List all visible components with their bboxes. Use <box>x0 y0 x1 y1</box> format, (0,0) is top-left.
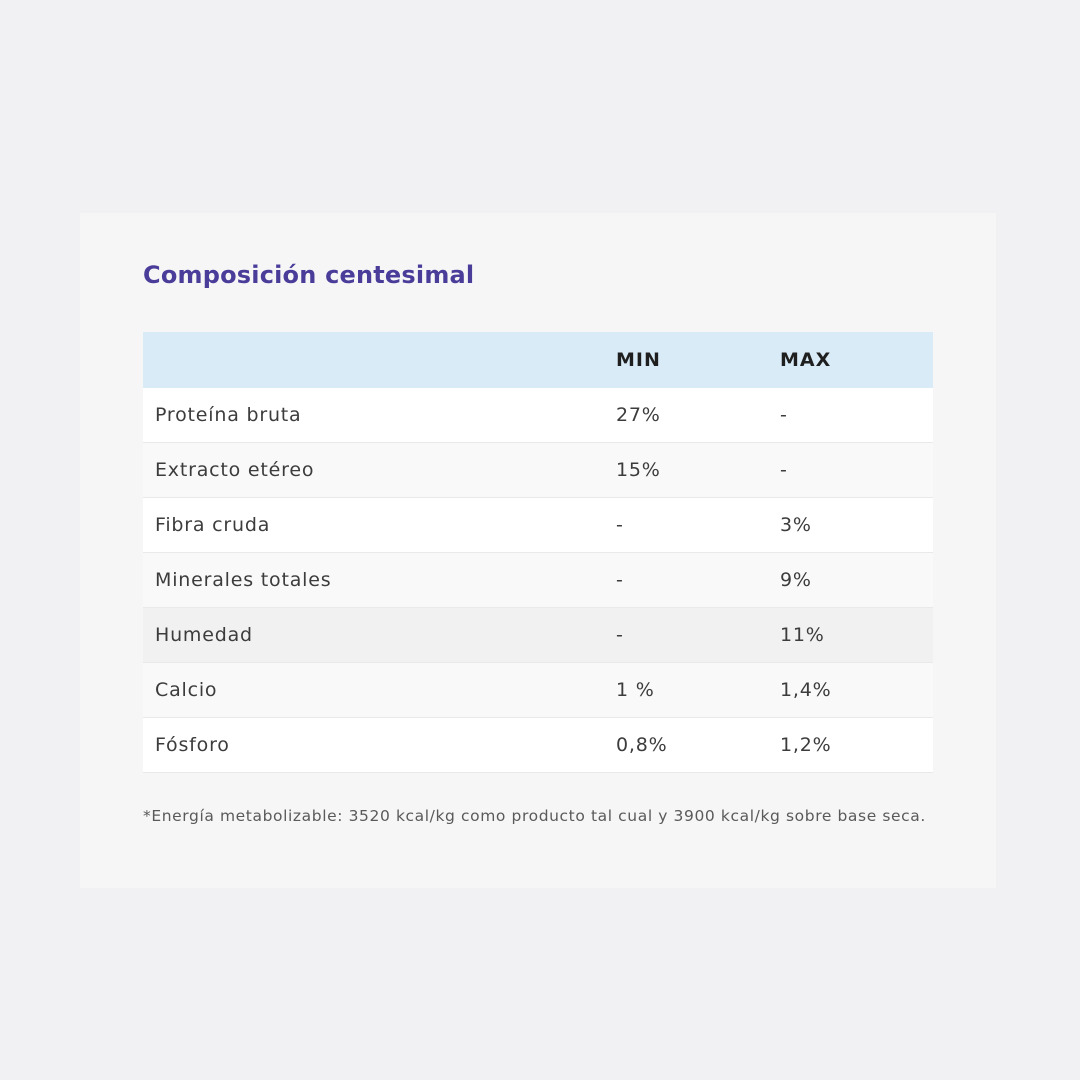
table-row: Humedad - 11% <box>143 608 933 663</box>
row-name: Calcio <box>155 679 218 701</box>
composition-card: Composición centesimal MIN MAX Proteína … <box>80 213 996 888</box>
table-row: Minerales totales - 9% <box>143 553 933 608</box>
row-min: 15% <box>616 459 661 481</box>
row-min: - <box>616 514 624 536</box>
row-name: Minerales totales <box>155 569 332 591</box>
row-min: 1 % <box>616 679 655 701</box>
row-min: - <box>616 569 624 591</box>
row-min: - <box>616 624 624 646</box>
table-row: Fibra cruda - 3% <box>143 498 933 553</box>
row-max: - <box>780 404 788 426</box>
row-max: 11% <box>780 624 825 646</box>
row-min: 27% <box>616 404 661 426</box>
footnote: *Energía metabolizable: 3520 kcal/kg com… <box>143 807 926 825</box>
row-name: Fósforo <box>155 734 230 756</box>
table-row: Fósforo 0,8% 1,2% <box>143 718 933 773</box>
row-name: Proteína bruta <box>155 404 302 426</box>
row-max: 1,4% <box>780 679 832 701</box>
header-min: MIN <box>616 349 661 371</box>
row-max: 3% <box>780 514 812 536</box>
row-max: - <box>780 459 788 481</box>
table-header-row: MIN MAX <box>143 332 933 388</box>
row-name: Fibra cruda <box>155 514 271 536</box>
row-min: 0,8% <box>616 734 668 756</box>
row-max: 9% <box>780 569 812 591</box>
row-name: Humedad <box>155 624 253 646</box>
table-row: Calcio 1 % 1,4% <box>143 663 933 718</box>
row-max: 1,2% <box>780 734 832 756</box>
table-row: Proteína bruta 27% - <box>143 388 933 443</box>
header-max: MAX <box>780 349 832 371</box>
row-name: Extracto etéreo <box>155 459 315 481</box>
section-title: Composición centesimal <box>143 261 475 289</box>
table-row: Extracto etéreo 15% - <box>143 443 933 498</box>
composition-table: MIN MAX Proteína bruta 27% - Extracto et… <box>143 332 933 773</box>
